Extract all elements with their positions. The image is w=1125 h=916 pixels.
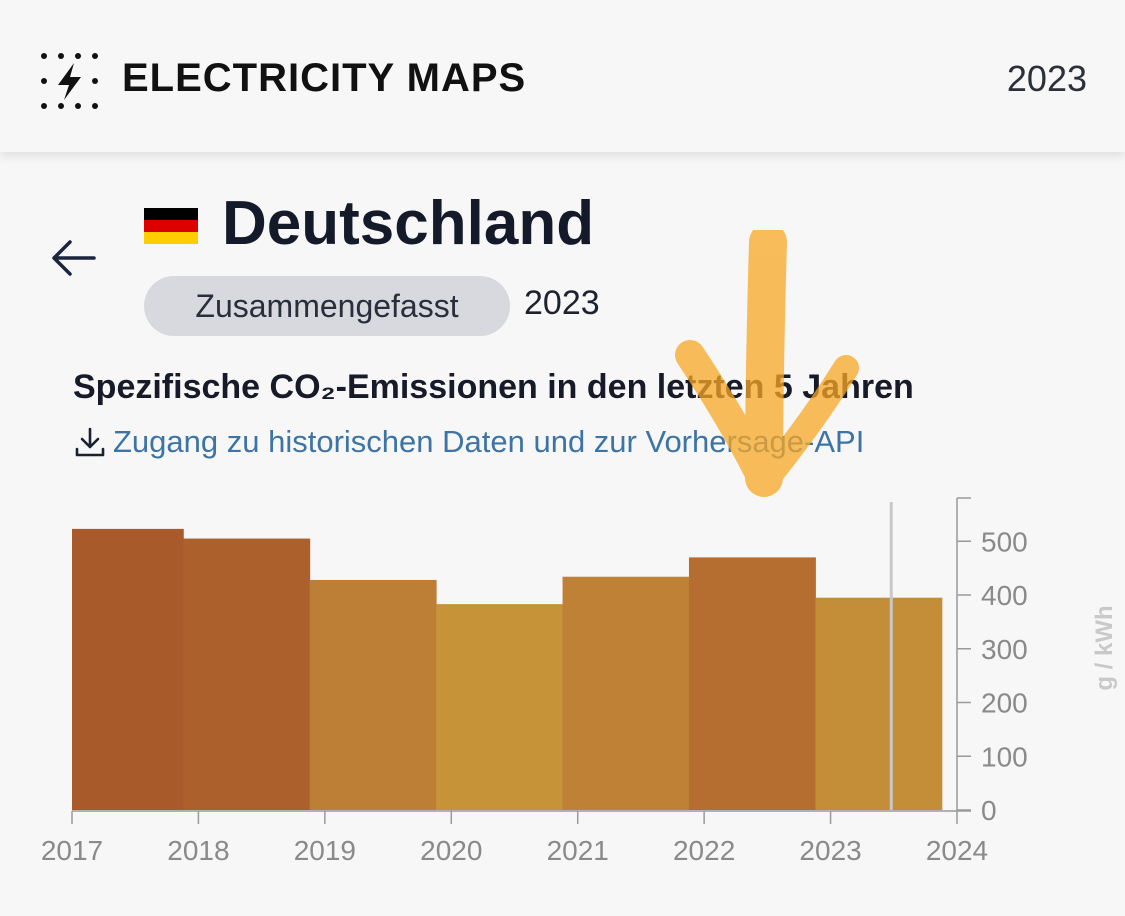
page-title: Deutschland [222, 189, 595, 258]
top-bar: ELECTRICITY MAPS 2023 [0, 0, 1125, 152]
x-axis: 2017 2018 2019 2020 2021 2022 2023 2024 [41, 810, 988, 866]
x-tick-label: 2023 [799, 835, 861, 866]
aggregation-badge[interactable]: Zusammengefasst [144, 276, 510, 336]
bar-4[interactable] [562, 576, 690, 810]
y-tick-label: 500 [981, 526, 1028, 557]
brand-name[interactable]: ELECTRICITY MAPS [122, 56, 527, 100]
bars-layer [72, 528, 943, 810]
historical-data-link-text: Zugang zu historischen Daten und zur Vor… [113, 424, 865, 459]
x-tick-label: 2024 [926, 835, 988, 866]
bar-1[interactable] [183, 538, 311, 810]
historical-data-link[interactable]: Zugang zu historischen Daten und zur Vor… [73, 422, 864, 462]
germany-flag-icon [144, 208, 198, 244]
x-tick-label: 2019 [294, 835, 356, 866]
lightning-logo-icon[interactable] [36, 48, 102, 114]
x-tick-label: 2021 [547, 835, 609, 866]
emissions-bar-chart: 2017 2018 2019 2020 2021 2022 2023 2024 0 100 200… [41, 497, 1118, 866]
y-tick-label: 100 [981, 741, 1028, 772]
x-tick-label: 2018 [167, 835, 229, 866]
download-icon [75, 427, 105, 457]
bar-5[interactable] [688, 557, 816, 810]
back-arrow-icon[interactable] [48, 236, 98, 280]
selected-year: 2023 [524, 284, 600, 322]
y-tick-label: 300 [981, 634, 1028, 665]
bar-0[interactable] [72, 528, 184, 810]
y-tick-label: 400 [981, 580, 1028, 611]
chart-title: Spezifische CO₂-Emissionen in den letzte… [73, 368, 914, 406]
bar-3[interactable] [436, 604, 564, 810]
header-year[interactable]: 2023 [1006, 58, 1087, 99]
bar-6[interactable] [815, 597, 943, 810]
y-tick-label: 0 [981, 795, 997, 826]
y-tick-label: 200 [981, 688, 1028, 719]
bar-2[interactable] [309, 579, 437, 810]
x-tick-label: 2017 [41, 835, 103, 866]
x-tick-label: 2022 [673, 835, 735, 866]
x-tick-label: 2020 [420, 835, 482, 866]
y-axis-label: g / kWh [1091, 605, 1118, 690]
y-axis: 0 100 200 300 400 500 [956, 497, 1028, 826]
